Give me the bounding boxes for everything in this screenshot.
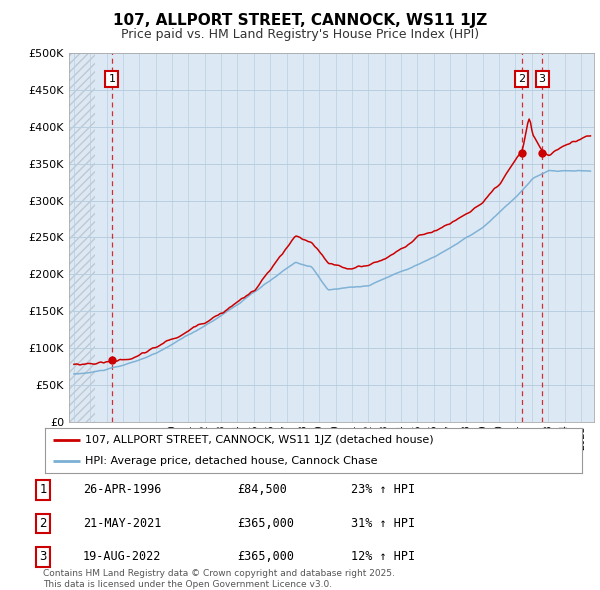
Text: 21-MAY-2021: 21-MAY-2021 <box>83 517 161 530</box>
Text: 3: 3 <box>539 74 545 84</box>
Text: 107, ALLPORT STREET, CANNOCK, WS11 1JZ (detached house): 107, ALLPORT STREET, CANNOCK, WS11 1JZ (… <box>85 435 434 445</box>
Text: 2: 2 <box>40 517 47 530</box>
Text: £84,500: £84,500 <box>237 483 287 496</box>
Text: Contains HM Land Registry data © Crown copyright and database right 2025.
This d: Contains HM Land Registry data © Crown c… <box>43 569 395 589</box>
Text: 23% ↑ HPI: 23% ↑ HPI <box>351 483 415 496</box>
Text: 19-AUG-2022: 19-AUG-2022 <box>83 550 161 563</box>
Text: 107, ALLPORT STREET, CANNOCK, WS11 1JZ: 107, ALLPORT STREET, CANNOCK, WS11 1JZ <box>113 13 487 28</box>
Text: 12% ↑ HPI: 12% ↑ HPI <box>351 550 415 563</box>
Text: 3: 3 <box>40 550 47 563</box>
Text: 31% ↑ HPI: 31% ↑ HPI <box>351 517 415 530</box>
Text: 1: 1 <box>109 74 115 84</box>
Text: HPI: Average price, detached house, Cannock Chase: HPI: Average price, detached house, Cann… <box>85 456 378 466</box>
Text: 1: 1 <box>40 483 47 496</box>
Text: Price paid vs. HM Land Registry's House Price Index (HPI): Price paid vs. HM Land Registry's House … <box>121 28 479 41</box>
Text: £365,000: £365,000 <box>237 550 294 563</box>
Text: 26-APR-1996: 26-APR-1996 <box>83 483 161 496</box>
Text: £365,000: £365,000 <box>237 517 294 530</box>
Text: 2: 2 <box>518 74 525 84</box>
